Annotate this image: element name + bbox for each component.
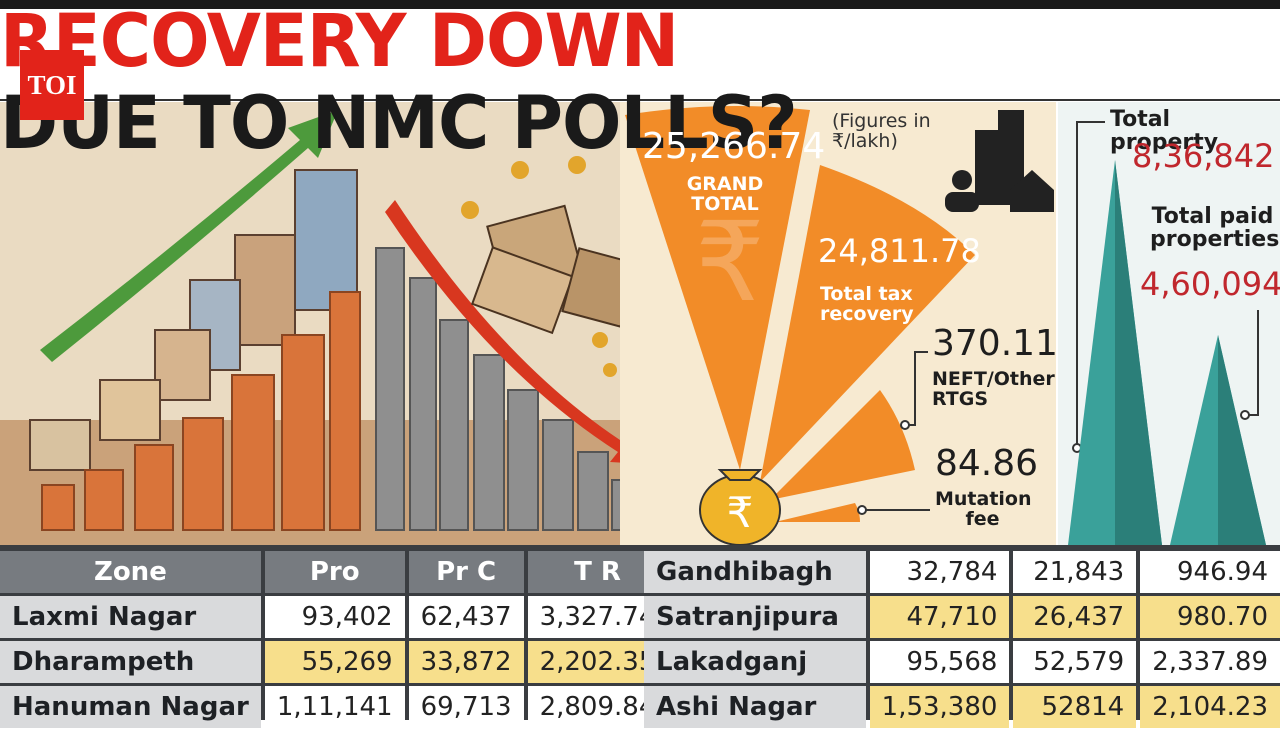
- zone-cell: Hanuman Nagar: [0, 686, 261, 728]
- rising-bars: [41, 291, 361, 531]
- value-cell: 52814: [1013, 686, 1137, 728]
- value-cell: 32,784: [869, 551, 1010, 593]
- spike-shade: [1218, 335, 1266, 545]
- value-cell: 21,843: [1013, 551, 1137, 593]
- connectors: [857, 121, 1259, 515]
- wedge: [770, 390, 915, 500]
- value-cell: 26,437: [1013, 596, 1137, 638]
- buildings: [29, 169, 358, 471]
- zone-cell: Ashi Nagar: [644, 686, 866, 728]
- up-arrow: [40, 110, 338, 362]
- figure-label: GRAND TOTAL: [686, 173, 764, 215]
- zone-cell: Lakadganj: [644, 641, 866, 683]
- figure-label: Total tax recovery: [820, 283, 914, 325]
- figure-value: 24,811.78: [818, 232, 981, 270]
- logo: TOI: [20, 50, 84, 120]
- zone-table-right: Gandhibagh 32,784 21,843 946.94 Satranjipura…: [640, 548, 1280, 731]
- zone-cell: Gandhibagh: [644, 551, 866, 593]
- header-cell: Pro: [264, 551, 405, 593]
- buildings-icon: [945, 110, 1054, 212]
- value-cell: 2,337.89: [1140, 641, 1280, 683]
- value-cell: 47,710: [869, 596, 1010, 638]
- figure-value: 370.11: [932, 323, 1058, 364]
- value-cell: 93,402: [264, 596, 405, 638]
- value-cell: 33,872: [408, 641, 524, 683]
- table-row: Satranjipura 47,710 26,437 980.70: [644, 596, 1280, 638]
- value-cell: 1,11,141: [264, 686, 405, 728]
- value-cell: 52,579: [1013, 641, 1137, 683]
- wedge: [625, 106, 810, 470]
- zone-cell: Dharampeth: [0, 641, 261, 683]
- svg-text:₹: ₹: [727, 488, 754, 537]
- table-row: Dharampeth 55,269 33,872 2,202.35: [0, 641, 668, 683]
- table-row: Lakadganj 95,568 52,579 2,337.89: [644, 641, 1280, 683]
- value-cell: 69,713: [408, 686, 524, 728]
- spike-shade: [1115, 160, 1162, 545]
- value-cell: 946.94: [1140, 551, 1280, 593]
- property-label: Total property: [1110, 107, 1219, 156]
- table-row: Gandhibagh 32,784 21,843 946.94: [644, 551, 1280, 593]
- zone-cell: Satranjipura: [644, 596, 866, 638]
- wedge: [775, 503, 860, 522]
- value-cell: 2,104.23: [1140, 686, 1280, 728]
- figure-label: NEFT/Other RTGS: [932, 368, 1055, 410]
- rupee-watermark: ₹: [695, 198, 765, 326]
- falling-bars: [375, 247, 677, 531]
- property-label: Total paid properties: [1150, 204, 1280, 253]
- value-cell: 55,269: [264, 641, 405, 683]
- header-cell: Pr C: [408, 551, 524, 593]
- zone-cell: Laxmi Nagar: [0, 596, 261, 638]
- property-value: 4,60,094: [1140, 265, 1280, 303]
- figure-value: 84.86: [935, 443, 1039, 484]
- top-bar: [0, 0, 1280, 9]
- table-row: Hanuman Nagar 1,11,141 69,713 2,809.84: [0, 686, 668, 728]
- units-note: (Figures in ₹/lakh): [832, 110, 931, 152]
- value-cell: 1,53,380: [869, 686, 1010, 728]
- wedge: [760, 165, 975, 482]
- figure-label: Mutation fee: [935, 488, 1032, 530]
- value-cell: 980.70: [1140, 596, 1280, 638]
- header-cell: Zone: [0, 551, 261, 593]
- value-cell: 95,568: [869, 641, 1010, 683]
- tax-boxes: [461, 156, 648, 393]
- property-value: 8,36,842: [1132, 137, 1275, 175]
- table-row: Ashi Nagar 1,53,380 52814 2,104.23: [644, 686, 1280, 728]
- table-row: Laxmi Nagar 93,402 62,437 3,327.74: [0, 596, 668, 638]
- title-black: DUE TO NMC POLLS?: [0, 79, 798, 167]
- value-cell: 62,437: [408, 596, 524, 638]
- money-bag: ₹: [699, 469, 781, 546]
- figure-value: 25,266.74: [642, 126, 826, 167]
- title-red: RECOVERY DOWN: [0, 0, 679, 85]
